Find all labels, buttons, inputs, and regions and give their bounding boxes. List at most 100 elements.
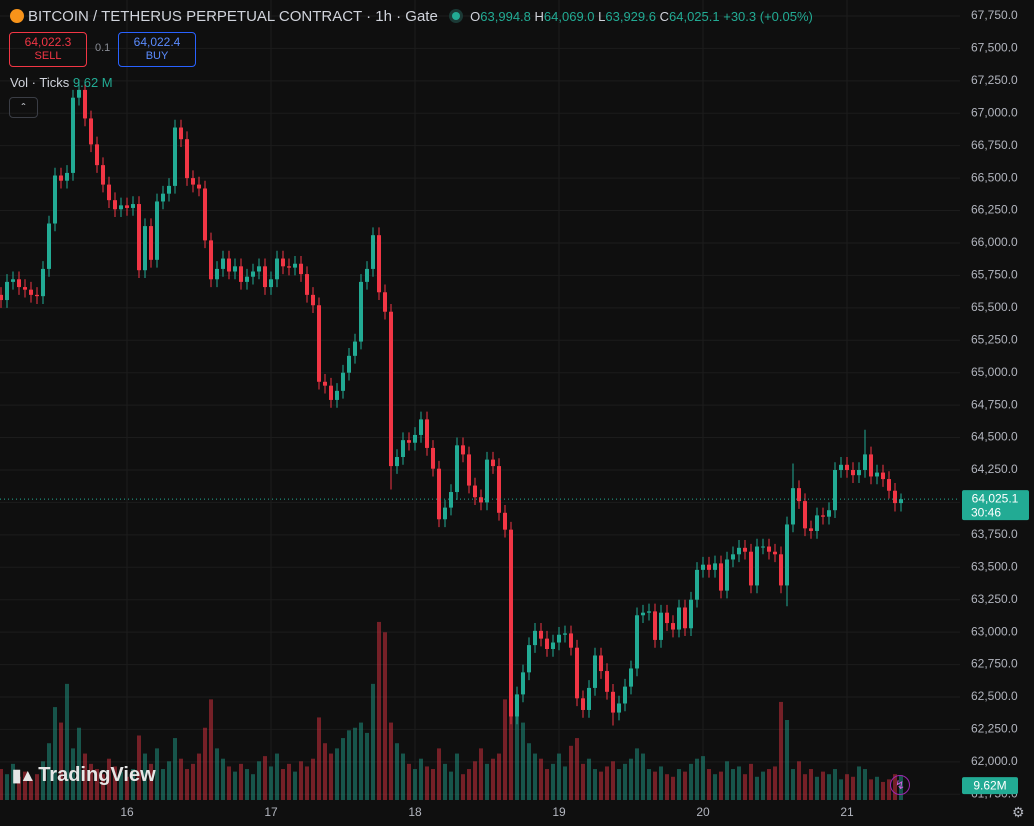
candle-body	[35, 294, 39, 297]
candle-body	[77, 89, 81, 98]
volume-bar	[323, 743, 327, 800]
alert-icon[interactable]: ↯	[890, 775, 910, 795]
candle-body	[293, 263, 297, 268]
candle-body	[491, 459, 495, 467]
volume-legend: Vol · Ticks 9.62 M	[10, 75, 113, 90]
candle-body	[113, 200, 117, 210]
volume-bar	[539, 758, 543, 800]
volume-bar	[869, 779, 873, 800]
volume-bar	[677, 769, 681, 800]
sell-button[interactable]: 64,022.3 SELL	[9, 32, 87, 67]
volume-bar	[611, 761, 615, 800]
settings-icon[interactable]: ⚙	[1012, 804, 1025, 820]
candle-body	[863, 454, 867, 470]
volume-bar	[173, 738, 177, 800]
candle-body	[257, 266, 261, 272]
volume-bar	[749, 763, 753, 800]
candle-body	[263, 266, 267, 288]
volume-bar	[89, 763, 93, 800]
volume-bar	[377, 621, 381, 800]
candle-body	[611, 691, 615, 713]
volume-bar	[839, 779, 843, 800]
volume-bar	[623, 763, 627, 800]
candle-body	[425, 419, 429, 448]
volume-bar	[791, 769, 795, 800]
candle-body	[569, 633, 573, 648]
candle-body	[185, 139, 189, 179]
last-volume-label: 9.62M	[973, 778, 1006, 792]
candle-body	[881, 472, 885, 480]
candle-body	[899, 499, 903, 504]
y-tick-label: 66,250.0	[971, 203, 1018, 217]
candle-body	[155, 201, 159, 260]
volume-bar	[227, 766, 231, 800]
buy-button[interactable]: 64,022.4 BUY	[118, 32, 196, 67]
volume-bar	[875, 776, 879, 800]
volume-bar	[131, 769, 135, 800]
buy-label: BUY	[145, 50, 169, 62]
candle-body	[131, 204, 135, 208]
volume-bar	[593, 769, 597, 800]
time-axis-bg	[0, 800, 1034, 826]
candle-body	[395, 457, 399, 467]
volume-bar	[449, 771, 453, 800]
y-tick-label: 63,250.0	[971, 592, 1018, 606]
collapse-button[interactable]: ˆ	[9, 97, 38, 118]
legend-c: C	[659, 9, 669, 24]
candle-body	[101, 165, 105, 185]
y-tick-label: 64,250.0	[971, 462, 1018, 476]
last-price-box	[962, 490, 1029, 521]
volume-bar	[737, 766, 741, 800]
candle-body	[143, 226, 147, 271]
volume-bar	[719, 771, 723, 800]
candle-body	[83, 89, 87, 119]
candle-body	[251, 271, 255, 277]
volume-bar	[191, 763, 195, 800]
candle-body	[227, 258, 231, 272]
volume-bar	[383, 632, 387, 800]
volume-bar	[659, 766, 663, 800]
y-tick-label: 67,750.0	[971, 8, 1018, 22]
candle-body	[773, 551, 777, 555]
candle-body	[221, 258, 225, 269]
volume-bar	[803, 774, 807, 800]
volume-bar	[143, 753, 147, 800]
candle-body	[281, 258, 285, 267]
volume-bar	[599, 771, 603, 800]
volume-bar	[299, 761, 303, 800]
candle-body	[755, 546, 759, 586]
volume-bar	[137, 735, 141, 800]
legend-l-value: 63,929.6	[605, 9, 656, 24]
volume-bar	[95, 769, 99, 800]
legend-bar: BITCOIN / TETHERUS PERPETUAL CONTRACT · …	[10, 8, 813, 25]
volume-bar	[197, 753, 201, 800]
candle-body	[311, 294, 315, 306]
volume-bar	[581, 763, 585, 800]
x-tick-label: 17	[264, 805, 278, 819]
volume-bar	[701, 756, 705, 800]
candle-body	[749, 551, 753, 586]
candle-body	[233, 266, 237, 272]
candle-body	[617, 703, 621, 713]
candle-body	[125, 205, 129, 208]
volume-bar	[827, 774, 831, 800]
candle-body	[389, 311, 393, 467]
legend-h-value: 64,069.0	[543, 9, 595, 24]
volume-bar	[263, 756, 267, 800]
candle-body	[299, 263, 303, 275]
volume-bar	[407, 763, 411, 800]
candle-body	[839, 464, 843, 470]
volume-bar	[167, 761, 171, 800]
candle-body	[653, 611, 657, 640]
volume-bar	[689, 763, 693, 800]
y-tick-label: 65,000.0	[971, 365, 1018, 379]
candle-body	[0, 294, 3, 301]
volume-bar	[575, 738, 579, 800]
volume-bar	[515, 707, 519, 800]
candle-body	[701, 564, 705, 570]
volume-bar	[671, 776, 675, 800]
candle-body	[593, 655, 597, 688]
candle-body	[557, 634, 561, 643]
candle-body	[89, 118, 93, 145]
y-tick-label: 66,500.0	[971, 170, 1018, 184]
